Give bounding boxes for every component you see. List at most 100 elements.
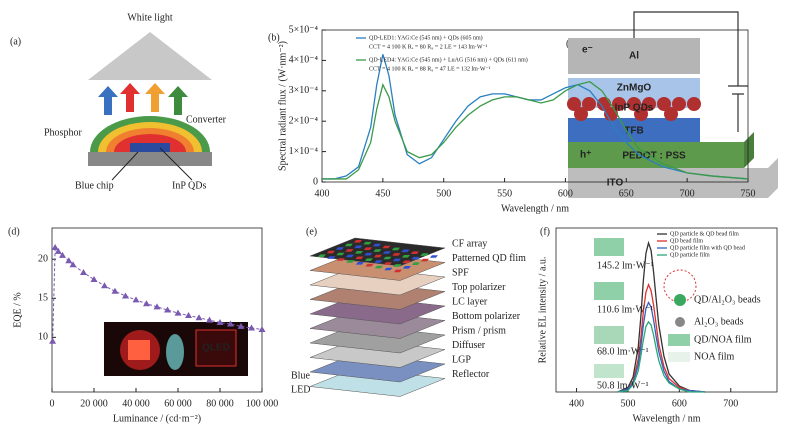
marker	[111, 287, 119, 294]
cf-pixel	[420, 258, 429, 262]
marker	[206, 316, 213, 323]
marker	[101, 282, 108, 289]
marker	[216, 318, 224, 325]
base	[88, 152, 212, 166]
panel-a: (a) White light Converter Phosphor Blue …	[10, 12, 227, 191]
qd	[574, 107, 588, 121]
arrows	[98, 83, 188, 115]
y-tick-label: 3×10⁻⁴	[289, 85, 319, 96]
cf-pixel	[382, 251, 391, 254]
cf-pixel	[393, 269, 402, 273]
marker	[164, 306, 171, 313]
series-line	[322, 80, 749, 180]
y-tick-label: 0	[313, 176, 318, 187]
charts: (b) 400 450 500 550 600 650 700 750 0 1×10⁻⁴ 2×10⁻⁴…	[8, 24, 778, 424]
cf-pixel	[364, 252, 373, 256]
device	[128, 340, 150, 360]
cf-pixel	[411, 256, 420, 260]
annotation: 110.6 lm·W⁻¹	[597, 304, 653, 315]
cf-pixel	[393, 264, 402, 267]
qd	[657, 97, 671, 111]
layer-label: Prism / prism	[452, 325, 506, 336]
y-tick-label: 10	[38, 332, 48, 343]
marker	[65, 257, 73, 264]
layer-label: InP QDs	[615, 103, 654, 114]
marker	[90, 276, 98, 283]
cf-pixel	[363, 247, 372, 250]
layer-label: PEDOT : PSS	[622, 151, 686, 162]
layer-label: TFB	[624, 126, 643, 137]
cf-pixel	[345, 254, 354, 258]
series-line	[617, 240, 706, 393]
qd	[627, 97, 641, 111]
source-label: Blue	[291, 370, 310, 381]
layer-stack	[309, 237, 446, 397]
arrow	[168, 86, 188, 115]
device	[195, 329, 237, 367]
qd	[687, 97, 701, 111]
legend-label: QD particle & QD bead film	[670, 230, 739, 237]
label: Blue chip	[75, 180, 114, 191]
panel-label: (b)	[268, 32, 280, 43]
pedot-side	[744, 132, 754, 168]
x-tick-label: 700	[680, 188, 695, 199]
arrow	[98, 86, 118, 115]
cf-pixel	[327, 256, 336, 259]
layer-label: Diffuser	[452, 340, 486, 351]
panel-label: (f)	[540, 226, 550, 237]
label: Converter	[186, 114, 227, 125]
cf-pixel	[401, 255, 410, 258]
x-axis-label: Luminance / (cd·m⁻²)	[113, 413, 201, 424]
carrier: h⁺	[580, 150, 591, 161]
annotation: 50.8 lm·W⁻¹	[597, 380, 649, 391]
annotation: QD/NOA film	[694, 334, 752, 345]
cf-pixel	[382, 245, 391, 249]
x-tick-label: 20 000	[80, 398, 108, 409]
source-label: LED	[291, 384, 310, 395]
x-tick-label: 0	[50, 398, 55, 409]
legend-detail: CCT = 4 100 K Rₐ = 80 R₉ = 2 LE = 143 lm…	[369, 44, 488, 50]
marker	[80, 269, 87, 276]
x-tick-label: 80 000	[206, 398, 234, 409]
axes-frame	[555, 227, 778, 393]
cf-pixel	[344, 243, 353, 247]
marker	[49, 337, 57, 344]
cf-pixel	[373, 254, 382, 258]
film	[594, 364, 624, 378]
cf-pixel	[345, 249, 354, 252]
cf-pixel	[346, 260, 355, 263]
layer-label: Reflector	[452, 369, 490, 380]
inset-photo: QLED	[104, 322, 248, 376]
cf-pixel	[355, 262, 364, 265]
layer-label: CF array	[452, 238, 487, 249]
qd	[672, 97, 686, 111]
y-tick-label: 20	[38, 254, 48, 265]
cf-pixel	[364, 258, 373, 261]
cf-pixel	[429, 255, 438, 258]
x-tick-label: 100 000	[246, 398, 279, 409]
cf-pixel	[354, 251, 363, 254]
cf-pixel	[391, 247, 400, 251]
circuit	[633, 11, 748, 132]
layer-label: Bottom polarizer	[452, 311, 521, 322]
cf-pixel	[420, 253, 429, 256]
panel-c: (c) Al ZnMgO InP QDs TFB PEDOT : PSS ITO…	[566, 11, 778, 198]
x-tick-label: 500	[436, 188, 451, 199]
tfb	[568, 118, 700, 142]
layer-labels: CF array Patterned QD flim SPF Top polarize…	[452, 238, 526, 380]
film	[594, 282, 624, 300]
qd	[597, 97, 611, 111]
y-axis-label: Spectral radiant flux / (W·nm⁻²)	[277, 41, 288, 171]
carrier: e⁻	[582, 45, 593, 56]
label: Phosphor	[44, 127, 82, 138]
x-axis-label: Wavelength / nm	[632, 413, 700, 424]
qd-row	[567, 97, 701, 121]
panel-f-insets	[594, 238, 697, 378]
object	[166, 334, 184, 370]
cf-pixel	[354, 245, 363, 249]
marker	[227, 320, 234, 327]
series-line	[322, 54, 749, 180]
x-axis-label: Wavelength / nm	[501, 203, 569, 214]
marker	[54, 247, 62, 254]
layer-label: SPF	[452, 267, 469, 278]
